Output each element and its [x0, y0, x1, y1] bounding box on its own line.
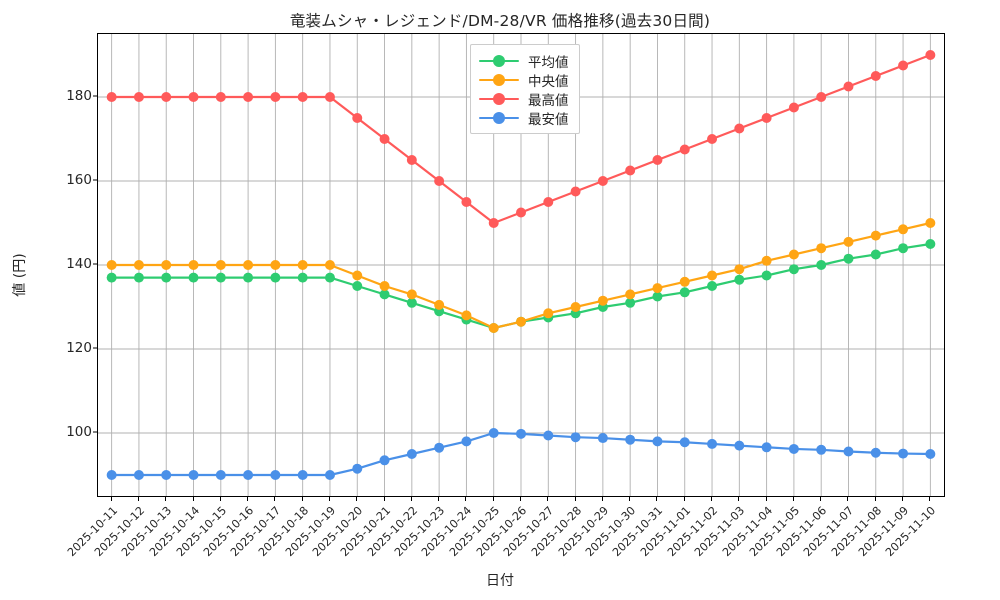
x-tick-mark: [902, 497, 904, 501]
legend-marker-icon: [479, 111, 519, 125]
x-tick-mark: [601, 497, 603, 501]
x-tick-mark: [683, 497, 685, 501]
legend-item-3[interactable]: 最高値: [479, 89, 569, 109]
legend-marker-icon: [479, 92, 519, 106]
x-tick-mark: [110, 497, 112, 501]
x-axis-label: 日付: [486, 573, 514, 589]
legend-item-1[interactable]: 平均値: [479, 51, 569, 71]
y-tick-mark: [93, 179, 97, 181]
y-tick-mark: [93, 347, 97, 349]
legend-marker-icon: [479, 54, 519, 68]
x-tick-mark: [219, 497, 221, 501]
x-tick-mark: [438, 497, 440, 501]
y-tick-label: 120: [66, 340, 92, 356]
legend-label: 最高値: [528, 92, 569, 109]
y-tick-label: 100: [66, 424, 92, 440]
x-tick-mark: [328, 497, 330, 501]
legend-label: 平均値: [528, 54, 569, 71]
x-tick-mark: [656, 497, 658, 501]
x-tick-mark: [547, 497, 549, 501]
x-tick-mark: [465, 497, 467, 501]
legend-label: 最安値: [528, 111, 569, 128]
x-tick-mark: [711, 497, 713, 501]
y-tick-mark: [93, 95, 97, 97]
y-tick-label: 160: [66, 172, 92, 188]
y-tick-mark: [93, 431, 97, 433]
x-tick-mark: [574, 497, 576, 501]
x-tick-mark: [520, 497, 521, 501]
x-tick-mark: [383, 497, 385, 501]
legend-item-2[interactable]: 中央値: [479, 70, 569, 90]
x-tick-mark: [929, 497, 931, 501]
x-tick-mark: [192, 497, 194, 501]
x-tick-mark: [847, 497, 849, 501]
x-tick-mark: [765, 497, 767, 501]
x-tick-mark: [410, 497, 412, 501]
chart-title: 竜装ムシャ・レジェンド/DM-28/VR 価格推移(過去30日間): [289, 12, 711, 30]
y-tick-label: 140: [66, 256, 92, 272]
x-tick-mark: [629, 497, 631, 501]
y-tick-mark: [93, 263, 97, 265]
y-axis-label: 値 (円): [12, 253, 28, 297]
chart-legend: 平均値中央値最高値最安値: [470, 44, 580, 134]
y-tick-label: 180: [66, 88, 92, 104]
x-tick-mark: [165, 497, 167, 501]
x-tick-mark: [247, 497, 249, 501]
x-tick-mark: [792, 497, 794, 501]
x-tick-mark: [356, 497, 358, 501]
x-tick-mark: [492, 497, 494, 501]
plot-svg: [98, 34, 944, 496]
legend-marker-icon: [479, 73, 519, 87]
legend-item-4[interactable]: 最安値: [479, 108, 569, 128]
x-tick-mark: [820, 497, 822, 501]
x-tick-mark: [738, 497, 740, 501]
x-tick-mark: [301, 497, 303, 501]
x-tick-mark: [874, 497, 876, 501]
x-tick-mark: [274, 497, 276, 501]
x-tick-mark: [137, 497, 139, 501]
legend-label: 中央値: [528, 73, 569, 90]
